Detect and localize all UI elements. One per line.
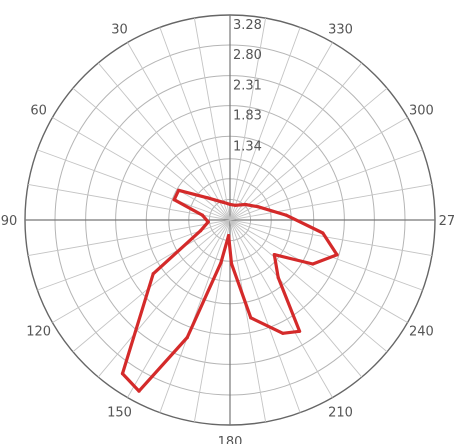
data-point [151,272,155,276]
grid-spoke [229,219,301,413]
data-point [281,331,285,335]
angle-tick-label: 180 [218,435,243,444]
grid-spoke [229,18,267,221]
grid-spoke [229,117,408,221]
data-series [120,188,339,393]
radial-tick-label: 2.80 [233,48,262,63]
angular-grid-spokes [25,15,435,425]
grid-spoke [229,219,267,422]
angle-tick-label: 330 [328,23,353,38]
data-point [297,329,302,333]
angle-tick-label: 300 [409,104,434,119]
radial-tick-labels: 1.34 1.83 2.31 2.80 3.28 [233,18,262,154]
angle-tick-label: 210 [328,405,353,420]
grid-spoke [159,27,231,221]
grid-spoke [229,219,363,378]
grid-spoke [28,183,231,221]
data-point [137,389,141,393]
data-point [276,275,280,280]
data-point [185,335,189,340]
angular-tick-labels: 30 60 90 120 150 180 210 240 270 300 330 [1,23,454,444]
grid-spoke [159,219,231,413]
angle-tick-label: 90 [1,214,18,229]
data-point [335,253,339,257]
data-point [228,202,232,206]
radial-tick-label: 1.83 [233,109,262,124]
data-point [233,203,237,207]
data-point [219,261,223,265]
angle-tick-label: 150 [107,405,132,420]
data-point [172,198,176,202]
grid-spoke [229,42,333,221]
grid-spoke [127,219,231,398]
data-point [120,371,125,376]
angle-tick-label: 270 [439,214,454,229]
data-point [221,200,226,204]
grid-spoke [229,219,408,323]
radial-tick-label: 2.31 [233,79,262,94]
grid-spoke [229,87,388,221]
grid-spoke [52,219,231,323]
grid-spoke [72,219,231,353]
data-point [227,233,231,238]
grid-spoke [193,18,231,221]
data-point [243,202,248,207]
data-point [256,205,260,209]
data-point [206,220,210,224]
grid-spoke [37,149,231,221]
angle-tick-label: 240 [409,325,434,340]
radial-tick-label: 3.28 [233,18,262,33]
angle-tick-label: 60 [30,104,47,119]
series-line [120,188,339,393]
angle-tick-label: 120 [26,325,51,340]
grid-spoke [97,62,231,221]
grid-spoke [229,219,333,398]
data-point [284,213,288,217]
radial-tick-label: 1.34 [233,139,262,154]
grid-spoke [52,117,231,221]
data-point [199,229,203,233]
grid-spoke [127,42,231,221]
grid-spoke [229,183,432,221]
data-point [206,196,210,200]
grid-spoke [229,27,301,221]
data-point [249,316,253,320]
grid-spoke [97,219,231,378]
data-point [321,231,325,235]
data-point [229,262,234,266]
data-point [311,262,315,266]
grid-spoke [229,62,363,221]
data-point [272,253,276,257]
grid-spoke [28,219,231,257]
data-point [176,188,181,192]
grid-spoke [229,219,432,257]
grid-spoke [229,219,423,291]
data-point [200,213,204,217]
grid-spoke [229,219,388,353]
angle-tick-label: 30 [111,23,128,38]
